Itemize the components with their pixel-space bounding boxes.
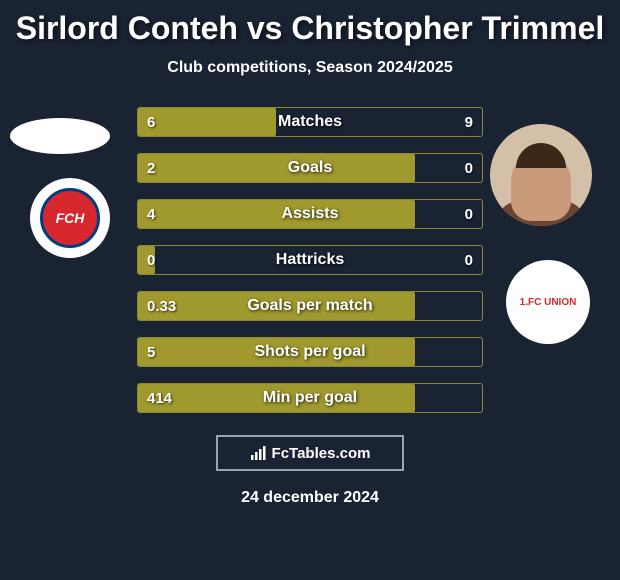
stat-row: 6 Matches 9 [137, 107, 483, 137]
date-text: 24 december 2024 [0, 489, 620, 507]
stat-bar-fill [138, 200, 415, 228]
stat-value-left: 0.33 [147, 298, 176, 315]
stat-value-left: 0 [147, 252, 155, 269]
stat-row: 0.33 Goals per match [137, 291, 483, 321]
stat-value-left: 4 [147, 206, 155, 223]
stat-row: 2 Goals 0 [137, 153, 483, 183]
stat-value-left: 5 [147, 344, 155, 361]
stat-label: Min per goal [263, 389, 357, 407]
stat-bar-fill [138, 154, 415, 182]
subtitle: Club competitions, Season 2024/2025 [0, 59, 620, 77]
stat-value-right: 0 [465, 160, 473, 177]
stat-label: Goals per match [247, 297, 372, 315]
stat-value-left: 414 [147, 390, 172, 407]
club-right-abbrev: 1.FC UNION [520, 297, 577, 308]
stat-row: 5 Shots per goal [137, 337, 483, 367]
stat-row: 414 Min per goal [137, 383, 483, 413]
footer-site-badge: FcTables.com [216, 435, 404, 471]
stat-value-left: 6 [147, 114, 155, 131]
club-right-badge: 1.FC UNION [506, 260, 590, 344]
stat-value-right: 0 [465, 206, 473, 223]
stat-label: Hattricks [276, 251, 344, 269]
player-left-avatar [10, 118, 110, 154]
stat-label: Goals [288, 159, 332, 177]
stat-label: Assists [282, 205, 339, 223]
stat-row: 4 Assists 0 [137, 199, 483, 229]
stat-value-right: 9 [465, 114, 473, 131]
footer-site-text: FcTables.com [272, 445, 371, 462]
stat-row: 0 Hattricks 0 [137, 245, 483, 275]
club-left-badge: FCH [30, 178, 110, 258]
chart-icon [250, 446, 268, 460]
stat-label: Matches [278, 113, 342, 131]
stat-value-left: 2 [147, 160, 155, 177]
stat-bar-fill [138, 108, 276, 136]
page-title: Sirlord Conteh vs Christopher Trimmel [0, 10, 620, 47]
stat-label: Shots per goal [254, 343, 365, 361]
stat-value-right: 0 [465, 252, 473, 269]
player-right-avatar [490, 124, 592, 226]
club-left-abbrev: FCH [40, 188, 100, 248]
